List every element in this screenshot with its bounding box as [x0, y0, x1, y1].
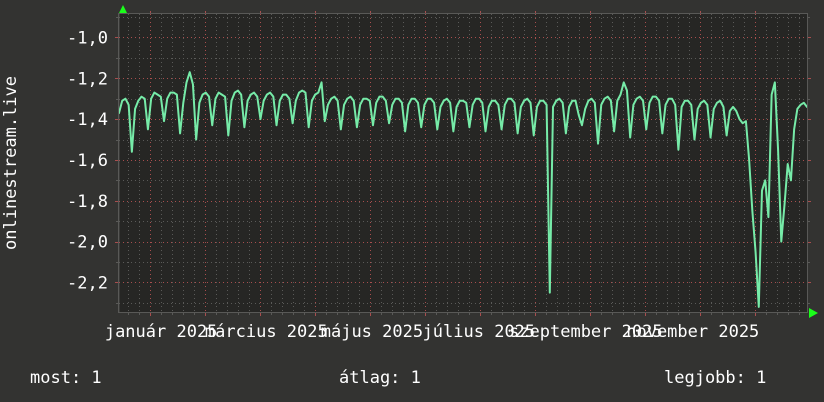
y-tick-label: -1,0: [67, 28, 108, 48]
minor-gridlines: [119, 14, 807, 312]
legend-average: átlag: 1: [339, 368, 421, 388]
y-axis-tick-labels: -1,0 -1,2 -1,4 -1,6 -1,8 -2,0 -2,2: [67, 28, 108, 293]
x-tick-label: március 2025: [205, 322, 328, 342]
x-tick-label: május 2025: [321, 322, 423, 342]
series-line-0: [118, 71, 808, 308]
y-tick-label: -2,0: [67, 233, 108, 253]
x-tick-label: november 2025: [626, 322, 759, 342]
data-series-group: [118, 71, 808, 308]
y-tick-label: -1,6: [67, 151, 108, 171]
legend-current: most: 1: [30, 368, 102, 388]
major-gridlines: [119, 14, 807, 312]
y-tick-label: -2,2: [67, 273, 108, 293]
x-axis-arrow-icon: [809, 308, 818, 318]
y-axis-title: onlinestream.live: [1, 76, 21, 250]
y-tick-label: -1,4: [67, 110, 108, 130]
legend-best: legjobb: 1: [664, 368, 766, 388]
x-tick-label: szeptember 2025: [509, 322, 663, 342]
x-tick-label: január 2025: [105, 322, 218, 342]
y-axis-arrow-icon: [119, 5, 127, 13]
x-tick-label: július 2025: [423, 322, 536, 342]
y-tick-label: -1,8: [67, 192, 108, 212]
y-tick-label: -1,2: [67, 69, 108, 89]
plot-frame: [118, 13, 808, 313]
